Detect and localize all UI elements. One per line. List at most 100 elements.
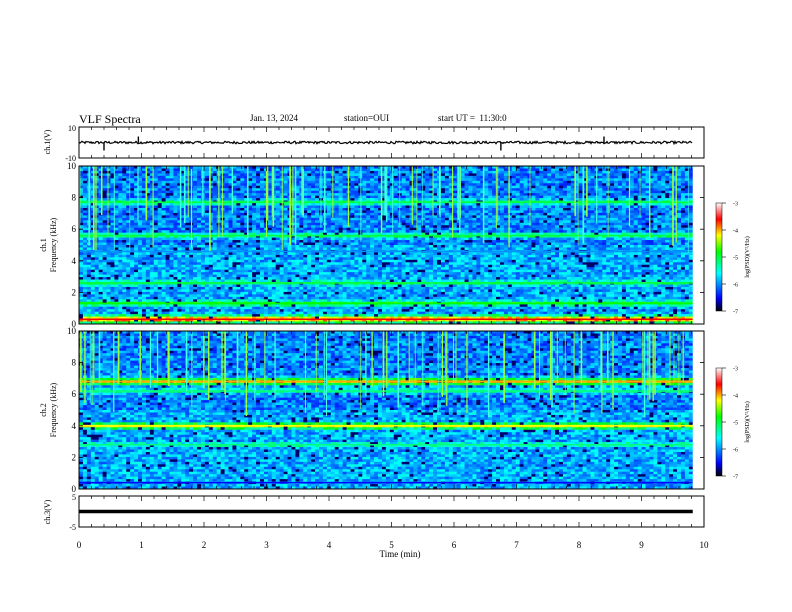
spectrogram-cell <box>476 222 481 226</box>
ch1-trace <box>78 136 693 151</box>
spectrogram-cell <box>437 217 442 221</box>
spectrogram-cell <box>574 227 580 231</box>
spectrogram-cell <box>393 217 399 221</box>
spectrogram-cell <box>641 220 646 224</box>
spectrogram-cell <box>440 203 446 206</box>
spectrogram-cell <box>173 207 178 211</box>
spectrogram-cell <box>220 242 225 246</box>
spectrogram-cell <box>539 185 544 189</box>
spectrogram-cell <box>204 195 210 199</box>
spectrogram-cell <box>200 235 206 238</box>
spectrogram-cell <box>98 193 103 197</box>
spectrogram-cell <box>259 188 265 192</box>
spectrogram-cell <box>582 175 587 179</box>
spectrogram-cell <box>618 198 623 201</box>
spectrogram-cell <box>566 237 572 241</box>
spectrogram-cell <box>535 210 540 214</box>
spectrogram-cell <box>582 195 587 199</box>
spectrogram-cell <box>543 232 548 236</box>
spectrogram-cell <box>488 173 493 177</box>
spectrogram-cell <box>562 198 568 201</box>
spectrogram-cell <box>153 220 159 224</box>
spectrogram-cell <box>688 205 694 209</box>
spectrogram-cell <box>610 227 615 231</box>
header-start-time: start UT = 11:30:0 <box>438 113 507 123</box>
spectrogram-cell <box>637 242 642 246</box>
spectrogram-cell <box>543 225 548 229</box>
spectrogram-cell <box>503 237 509 241</box>
spectrogram-cell <box>334 166 340 169</box>
spectrogram-cell <box>378 210 383 214</box>
spectrogram-cell <box>366 215 371 219</box>
spectrogram-cell <box>503 232 509 236</box>
spectrogram-cell <box>413 188 418 192</box>
spectrogram-cell <box>507 188 513 192</box>
spectrogram-cell <box>649 185 654 189</box>
spectrogram-cell <box>389 212 395 216</box>
spectrogram-cell <box>657 178 662 182</box>
spectrogram-cell <box>311 240 316 243</box>
spectrogram-cell <box>499 193 505 197</box>
spectrogram-cell <box>110 166 115 169</box>
spectrogram-cell <box>444 175 450 179</box>
spectrogram-cell <box>543 227 548 231</box>
spectrogram-cell <box>657 210 662 214</box>
spectrogram-cell <box>236 195 241 199</box>
spectrogram-cell <box>472 170 477 174</box>
spectrogram-cell <box>106 173 111 177</box>
spectrogram-cell <box>499 217 505 221</box>
spectrogram-cell <box>315 222 320 226</box>
spectrogram-cell <box>633 242 639 246</box>
spectrogram-cell <box>645 185 650 189</box>
spectrogram-cell <box>126 237 131 241</box>
spectrogram-cell <box>543 205 548 209</box>
spectrogram-cell <box>472 175 477 179</box>
spectrogram-cell <box>338 240 343 243</box>
spectrogram-cell <box>197 203 202 206</box>
spectrogram-cell <box>275 232 281 236</box>
spectrogram-cell <box>98 173 103 177</box>
spectrogram-cell <box>472 203 477 206</box>
spectrogram-cell <box>519 235 524 238</box>
spectrogram-cell <box>259 210 265 214</box>
spectrogram-cell <box>134 166 139 169</box>
spectrogram-cell <box>259 166 265 169</box>
spectrogram-cell <box>401 222 406 226</box>
spectrogram-cell <box>307 207 312 211</box>
spectrogram-cell <box>122 166 127 169</box>
spectrogram-cell <box>350 168 355 172</box>
spectrogram-cell <box>385 188 391 192</box>
spectrogram-cell <box>153 210 159 214</box>
spectrogram-cell <box>138 175 143 179</box>
spectrogram-cell <box>582 170 587 174</box>
spectrogram-cell <box>547 222 552 226</box>
spectrogram-cell <box>653 230 658 234</box>
spectrogram-cell <box>488 222 493 226</box>
spectrogram-cell <box>181 207 186 211</box>
spectrogram-cell <box>610 225 615 229</box>
spectrogram-cell <box>200 240 206 243</box>
spectrogram-cell <box>417 237 422 241</box>
spectrogram-cell <box>578 193 583 197</box>
spectrogram-cell <box>433 232 438 236</box>
spectrogram-cell <box>433 212 438 216</box>
spectrogram-cell <box>193 170 198 174</box>
spectrogram-cell <box>582 168 587 172</box>
spectrogram-cell <box>110 237 115 241</box>
spectrogram-cell <box>248 227 253 231</box>
spectrogram-cell <box>275 210 281 214</box>
spectrogram-cell <box>515 225 521 229</box>
spectrogram-cell <box>98 240 103 243</box>
spectrogram-cell <box>535 170 540 174</box>
spectrogram-cell <box>177 166 182 169</box>
spectrogram-cell <box>393 237 399 241</box>
spectrogram-cell <box>232 203 237 206</box>
spectrogram-cell <box>122 227 127 231</box>
spectrogram-cell <box>79 173 84 177</box>
spectrogram-cell <box>665 220 670 224</box>
spectrogram-cell <box>653 227 658 231</box>
spectrogram-cell <box>484 220 489 224</box>
spectrogram-cell <box>547 168 552 172</box>
spectrogram-cell <box>393 185 399 189</box>
spectrogram-cell <box>244 205 249 209</box>
